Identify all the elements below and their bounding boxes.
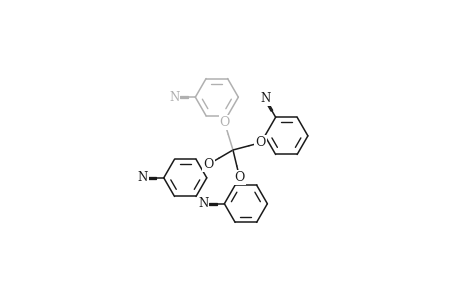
Text: N: N (168, 91, 179, 104)
Text: O: O (234, 171, 244, 184)
Text: O: O (219, 116, 230, 129)
Text: N: N (137, 171, 147, 184)
Text: N: N (259, 92, 269, 105)
Text: O: O (255, 136, 265, 149)
Text: N: N (198, 197, 208, 210)
Text: O: O (203, 158, 213, 171)
